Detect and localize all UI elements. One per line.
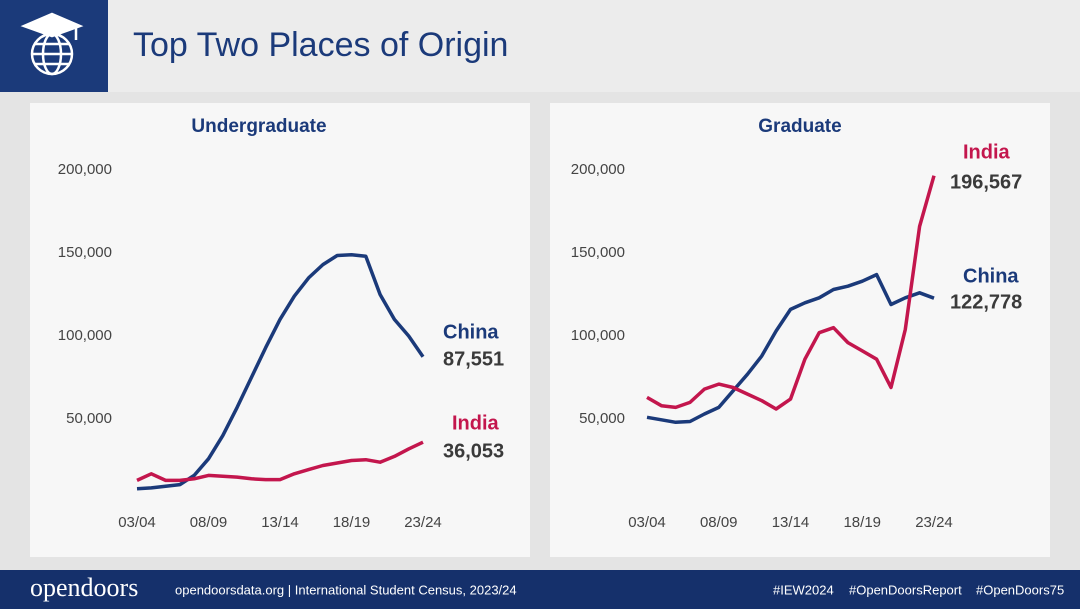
series-line	[136, 440, 424, 483]
footer-logo: opendoors	[30, 573, 138, 602]
x-tick-label: 23/24	[404, 514, 442, 531]
x-tick-label: 03/04	[628, 514, 666, 531]
x-tick-label: 13/14	[261, 514, 299, 531]
value-label: 87,551	[443, 348, 504, 370]
series-name: China	[443, 321, 499, 343]
series-name: India	[452, 412, 500, 434]
footer-source: opendoorsdata.org | International Studen…	[175, 582, 517, 597]
y-tick-label: 150,000	[571, 244, 625, 261]
series-line	[646, 272, 935, 425]
panel	[550, 103, 1050, 557]
footer-bar	[0, 570, 1080, 609]
slide-title: Top Two Places of Origin	[133, 26, 508, 64]
series-name: India	[963, 141, 1011, 163]
value-label: 122,778	[950, 291, 1022, 313]
y-tick-label: 200,000	[571, 161, 625, 178]
x-tick-label: 03/04	[118, 514, 156, 531]
x-tick-label: 13/14	[772, 514, 810, 531]
hashtag: #OpenDoors75	[976, 582, 1064, 597]
y-tick-label: 100,000	[58, 327, 112, 344]
y-tick-label: 50,000	[579, 410, 625, 427]
x-tick-label: 08/09	[700, 514, 738, 531]
x-tick-label: 18/19	[333, 514, 371, 531]
hashtag: #IEW2024	[773, 582, 834, 597]
y-tick-label: 100,000	[571, 327, 625, 344]
chart-title: Undergraduate	[191, 116, 326, 137]
globe-icon	[20, 12, 84, 76]
header-bar	[0, 0, 1080, 92]
value-label: 196,567	[950, 171, 1022, 193]
hashtag: #OpenDoorsReport	[849, 582, 962, 597]
chart-title: Graduate	[758, 116, 841, 137]
x-tick-label: 23/24	[915, 514, 953, 531]
y-tick-label: 200,000	[58, 161, 112, 178]
y-tick-label: 50,000	[66, 410, 112, 427]
series-name: China	[963, 265, 1019, 287]
series-line	[646, 175, 936, 411]
x-tick-label: 08/09	[190, 514, 228, 531]
y-tick-label: 150,000	[58, 244, 112, 261]
value-label: 36,053	[443, 440, 504, 462]
x-tick-label: 18/19	[843, 514, 881, 531]
